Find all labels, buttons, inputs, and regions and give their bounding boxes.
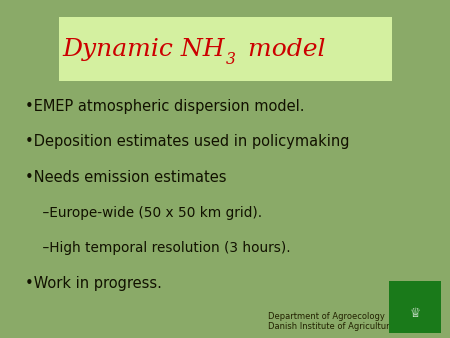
Text: –High temporal resolution (3 hours).: –High temporal resolution (3 hours). [25, 241, 290, 256]
Text: •Work in progress.: •Work in progress. [25, 276, 162, 291]
FancyBboxPatch shape [389, 281, 441, 333]
Text: •Deposition estimates used in policymaking: •Deposition estimates used in policymaki… [25, 135, 349, 149]
Text: –Europe-wide (50 x 50 km grid).: –Europe-wide (50 x 50 km grid). [25, 206, 262, 220]
Text: Dynamic NH: Dynamic NH [63, 38, 225, 61]
Text: ♕: ♕ [410, 307, 421, 319]
Text: model: model [240, 38, 325, 61]
FancyBboxPatch shape [58, 17, 392, 81]
Text: 3: 3 [226, 51, 236, 68]
Text: Danish Institute of Agricultural Sciences: Danish Institute of Agricultural Science… [268, 322, 436, 331]
Text: •Needs emission estimates: •Needs emission estimates [25, 170, 226, 185]
Text: Department of Agroecology: Department of Agroecology [268, 312, 385, 320]
Text: •EMEP atmospheric dispersion model.: •EMEP atmospheric dispersion model. [25, 99, 304, 114]
